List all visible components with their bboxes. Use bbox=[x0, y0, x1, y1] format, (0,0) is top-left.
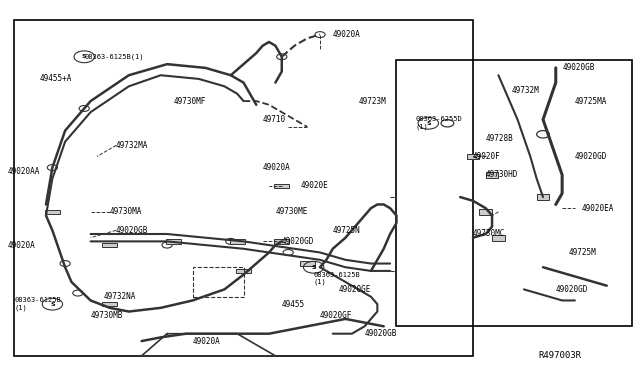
Bar bbox=[274, 239, 289, 244]
Text: 49730MC: 49730MC bbox=[473, 230, 506, 238]
Text: 49020AA: 49020AA bbox=[8, 167, 40, 176]
Text: R497003R: R497003R bbox=[538, 350, 581, 359]
Text: 49730MF: 49730MF bbox=[173, 97, 206, 106]
Text: 49455+A: 49455+A bbox=[40, 74, 72, 83]
Text: 49020A: 49020A bbox=[333, 30, 360, 39]
Text: S: S bbox=[311, 265, 316, 270]
Text: 49020GD: 49020GD bbox=[282, 237, 314, 246]
Text: 49732MA: 49732MA bbox=[116, 141, 148, 150]
Text: 08363-6125B
(1): 08363-6125B (1) bbox=[314, 272, 360, 285]
Bar bbox=[193, 267, 244, 297]
Bar bbox=[300, 261, 315, 266]
Text: 49730HD: 49730HD bbox=[486, 170, 518, 179]
Text: 49020GD: 49020GD bbox=[575, 152, 607, 161]
Bar bbox=[537, 194, 549, 200]
Bar bbox=[166, 239, 181, 244]
Text: 49020GD: 49020GD bbox=[556, 285, 588, 294]
Text: 49725N: 49725N bbox=[333, 226, 360, 235]
Text: 49732NA: 49732NA bbox=[103, 292, 136, 301]
Text: 08363-6255D
(1): 08363-6255D (1) bbox=[415, 116, 462, 130]
Bar bbox=[14, 20, 473, 356]
Text: 49020EA: 49020EA bbox=[581, 203, 614, 213]
Text: 49732M: 49732M bbox=[511, 86, 539, 94]
Text: S: S bbox=[426, 121, 431, 126]
Bar bbox=[396, 61, 632, 326]
Bar bbox=[274, 184, 289, 188]
Text: 49020E: 49020E bbox=[301, 182, 328, 190]
Text: 49020GF: 49020GF bbox=[320, 311, 353, 320]
Text: 49020GB: 49020GB bbox=[562, 63, 595, 72]
Text: 49020A: 49020A bbox=[8, 241, 35, 250]
Text: 49020F: 49020F bbox=[473, 152, 500, 161]
Text: 49728B: 49728B bbox=[486, 134, 513, 142]
Text: 49020GB: 49020GB bbox=[116, 226, 148, 235]
Text: S: S bbox=[50, 302, 54, 307]
Bar bbox=[492, 235, 505, 241]
Text: 49020GB: 49020GB bbox=[365, 329, 397, 338]
Text: S: S bbox=[82, 54, 86, 59]
Bar bbox=[467, 154, 479, 160]
Text: 49723M: 49723M bbox=[358, 97, 386, 106]
Text: 49730MA: 49730MA bbox=[109, 207, 142, 217]
Text: 08363-6125B
(1): 08363-6125B (1) bbox=[14, 297, 61, 311]
Bar bbox=[102, 243, 117, 247]
Bar bbox=[479, 209, 492, 215]
Text: 49725MA: 49725MA bbox=[575, 97, 607, 106]
Text: 49730ME: 49730ME bbox=[275, 207, 308, 217]
Bar bbox=[486, 172, 499, 178]
Text: 49730MB: 49730MB bbox=[91, 311, 123, 320]
Bar bbox=[230, 239, 245, 244]
Text: 49710: 49710 bbox=[262, 115, 286, 124]
Text: 49020A: 49020A bbox=[262, 163, 291, 172]
Text: 49725M: 49725M bbox=[568, 248, 596, 257]
Text: 49455: 49455 bbox=[282, 300, 305, 309]
Text: 08363-6125B(1): 08363-6125B(1) bbox=[84, 54, 144, 60]
Text: 49020A: 49020A bbox=[193, 337, 220, 346]
Bar bbox=[236, 269, 251, 273]
Bar bbox=[45, 210, 60, 214]
Text: 49020GE: 49020GE bbox=[339, 285, 371, 294]
Bar bbox=[102, 302, 117, 307]
